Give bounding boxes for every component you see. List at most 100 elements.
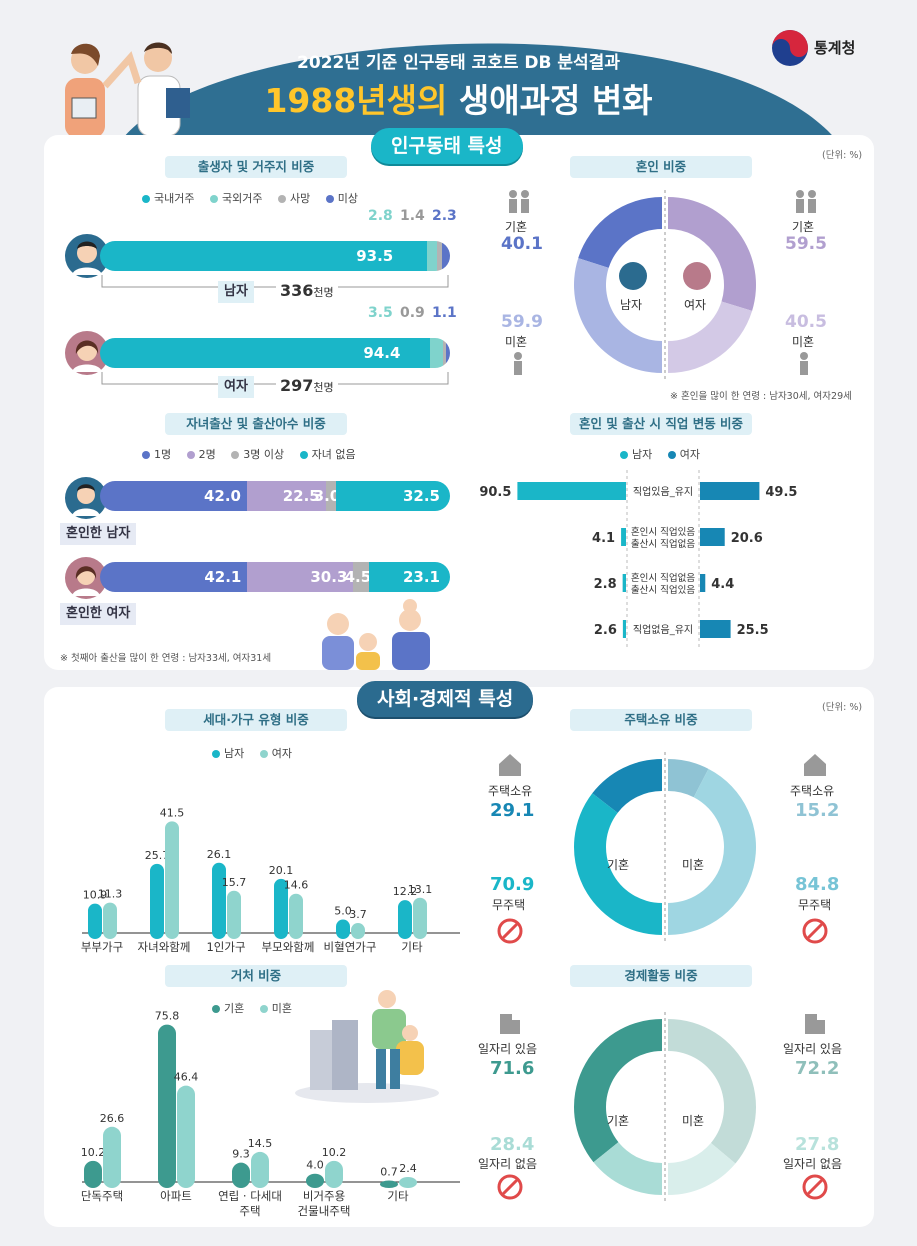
header-subtitle: 2022년 기준 인구동태 코호트 DB 분석결과 <box>297 53 620 73</box>
job-female-value: 25.5 <box>737 623 769 638</box>
bar-value: 12.2 <box>393 885 418 898</box>
job-category: 직업있음_유지 <box>633 485 693 498</box>
housing-married-none-value: 70.9 <box>490 874 535 895</box>
taegeuk-icon <box>772 30 808 66</box>
bar-value: 4.0 <box>306 1159 324 1172</box>
household-title: 세대·가구 유형 비중 <box>165 709 347 731</box>
female-single-arc <box>668 301 753 373</box>
bar-기혼 <box>232 1162 250 1188</box>
no-house-icon <box>802 918 828 944</box>
male-two-children-segment: 22.5 <box>247 481 326 511</box>
job-male-value: 2.8 <box>594 577 617 592</box>
legend-one: 1명 <box>154 448 172 461</box>
housing-married-none-label: 무주택 <box>492 898 526 912</box>
male-avatar <box>65 234 109 278</box>
female-single-label: 미혼 <box>792 335 815 349</box>
female-married-value: 59.5 <box>785 234 827 254</box>
female-unknown-label: 1.1 <box>432 305 457 321</box>
female-count-label: 여자 <box>218 376 254 398</box>
bar-미혼 <box>325 1160 343 1188</box>
household-legend: 남자 여자 <box>212 745 304 761</box>
male-single-value: 59.9 <box>501 312 543 332</box>
male-single-arc <box>574 258 662 373</box>
job-category: 혼인시 직업없음 <box>631 572 695 584</box>
econ-married-no-value: 28.4 <box>490 1134 535 1155</box>
econ-single-yes-value: 72.2 <box>795 1058 840 1079</box>
female-residence-bar: 94.4 <box>100 338 450 368</box>
married-female-children-bar: 42.1 30.3 4.5 23.1 <box>100 562 450 592</box>
bar-value: 20.1 <box>269 864 294 877</box>
married-male-label: 혼인한 남자 <box>60 523 137 545</box>
econ-single-yes-label: 일자리 있음 <box>783 1042 843 1056</box>
married-none-arc <box>574 793 662 935</box>
category-label: 기타 <box>401 940 423 954</box>
birth-title: 출생자 및 거주지 비중 <box>165 156 347 178</box>
no-house-icon <box>497 918 523 944</box>
male-abroad-segment <box>427 241 438 271</box>
category-label: 기타 <box>387 1189 409 1203</box>
family-illustration <box>322 599 430 670</box>
title-highlight: 1988년생의 <box>264 81 448 120</box>
housing-title: 주택소유 비중 <box>570 709 752 731</box>
bar-남자 <box>212 862 226 939</box>
house-icon <box>499 754 521 776</box>
bar-value: 10.2 <box>322 1146 347 1159</box>
legend-female: 여자 <box>271 747 292 760</box>
job-title: 혼인 및 출산 시 직업 변동 비중 <box>570 413 752 435</box>
category-label: 아파트 <box>160 1189 192 1203</box>
bar-value: 2.4 <box>399 1162 417 1175</box>
econ-single-no-label: 일자리 없음 <box>783 1157 843 1171</box>
bar-value: 10.9 <box>83 889 108 902</box>
bar-남자 <box>88 903 102 939</box>
housing-single-none-label: 무주택 <box>798 898 832 912</box>
female-married-arc <box>668 197 756 311</box>
male-unknown-label: 2.3 <box>432 208 457 224</box>
apartment-illustration <box>295 990 439 1103</box>
bar-미혼 <box>251 1151 269 1188</box>
person-icon-male-single <box>514 352 522 375</box>
bar-여자 <box>351 923 365 939</box>
bar-남자 <box>398 900 412 939</box>
married-male-children-bar: 42.0 22.5 3.0 32.5 <box>100 481 450 511</box>
econ-title: 경제활동 비중 <box>570 965 752 987</box>
house-icon <box>804 754 826 776</box>
header: 2022년 기준 인구동태 코호트 DB 분석결과 1988년생의 생애과정 변… <box>0 0 917 160</box>
single-job-arc <box>668 1019 756 1164</box>
marriage-donut <box>574 190 756 380</box>
header-title: 1988년생의 생애과정 변화 <box>0 74 917 122</box>
job-female-bar <box>700 482 760 500</box>
children-title: 자녀출산 및 출산아수 비중 <box>165 413 347 435</box>
category-label: 주택 <box>239 1204 260 1218</box>
male-married-label: 기혼 <box>505 220 528 234</box>
housing-donut <box>574 752 756 942</box>
male-death-label: 1.4 <box>400 208 425 224</box>
residence-title: 거처 비중 <box>165 965 347 987</box>
female-death-segment <box>442 338 446 368</box>
male-death-segment <box>437 241 442 271</box>
bar-기혼 <box>306 1173 324 1188</box>
bar-value: 13.1 <box>408 883 433 896</box>
job-legend: 남자 여자 <box>620 446 712 462</box>
couple-illustration <box>65 42 190 138</box>
job-category: 직업없음_유지 <box>633 623 693 636</box>
kostat-logo: 통계청 <box>770 28 855 72</box>
female-two-children-segment: 30.3 <box>247 562 354 592</box>
bar-value: 14.6 <box>284 879 309 892</box>
category-label: 부모와함께 <box>262 940 315 954</box>
bar-value: 26.1 <box>207 848 232 861</box>
legend-domestic: 국내거주 <box>154 192 195 205</box>
job-category-2: 출산시 직업없음 <box>631 538 695 550</box>
bar-기혼 <box>380 1180 398 1188</box>
female-unknown-segment <box>445 338 450 368</box>
unit-label-1: (단위: %) <box>822 150 863 161</box>
male-married-arc <box>578 197 662 268</box>
female-abroad-segment <box>430 338 443 368</box>
married-own-arc <box>592 759 662 813</box>
bar-value: 5.0 <box>334 905 352 918</box>
bar-value: 0.7 <box>380 1166 398 1179</box>
legend-unknown: 미상 <box>337 192 358 205</box>
bar-value: 9.3 <box>232 1148 250 1161</box>
male-no-children-segment: 32.5 <box>336 481 450 511</box>
legend-single: 미혼 <box>271 1002 292 1015</box>
